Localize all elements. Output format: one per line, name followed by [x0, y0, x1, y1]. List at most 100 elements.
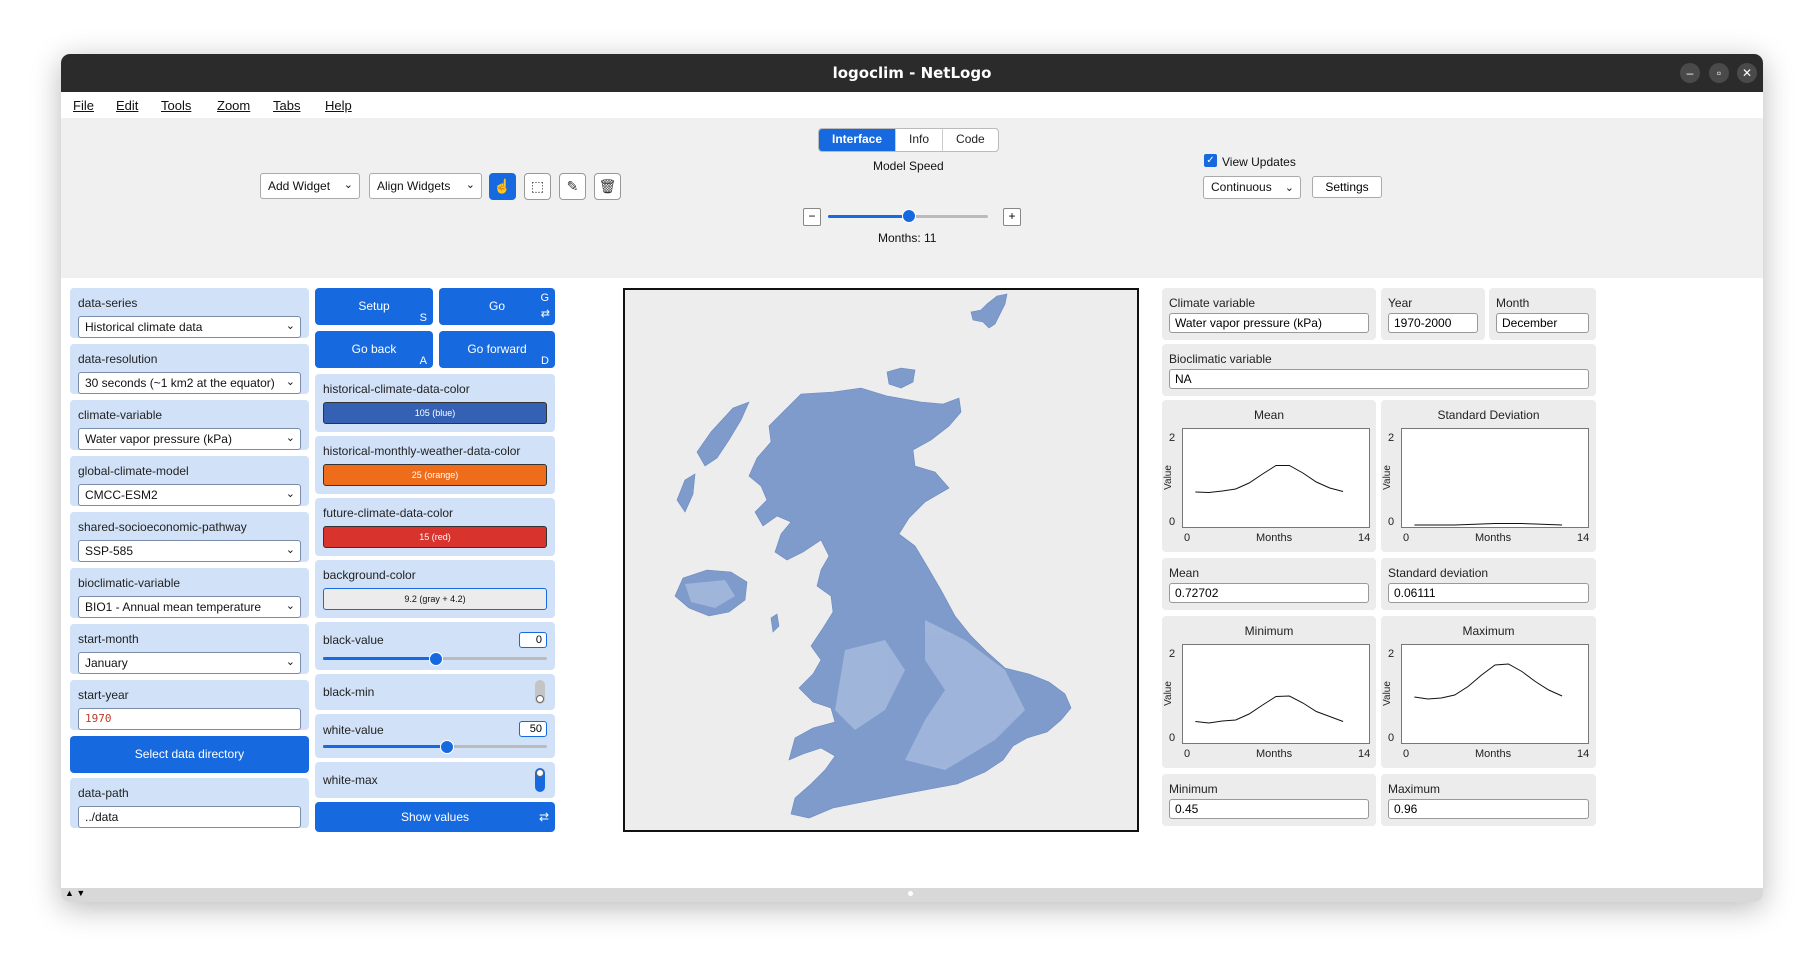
speed-slider-fill [828, 215, 908, 218]
x-tick-min: 0 [1184, 748, 1191, 760]
tab-interface[interactable]: Interface [819, 129, 897, 151]
color-swatch[interactable]: 105 (blue) [323, 402, 547, 424]
monitor-label: Mean [1169, 566, 1200, 580]
delete-trash-icon[interactable]: 🗑 [594, 173, 621, 200]
historical-climate-data-color-slider[interactable]: historical-climate-data-color 105 (blue) [315, 374, 555, 432]
speed-decrease-button[interactable]: − [803, 208, 821, 226]
menu-help[interactable]: Help [325, 98, 352, 113]
monitor-value: 0.06111 [1388, 583, 1589, 603]
tab-info[interactable]: Info [896, 129, 944, 151]
monitor-value: 1970-2000 [1388, 313, 1478, 333]
menu-tools[interactable]: Tools [161, 98, 192, 113]
black-value-slider[interactable]: black-value 0 [315, 622, 555, 670]
monitor-label: Maximum [1388, 782, 1441, 796]
chooser-value[interactable]: Water vapor pressure (kPa) ⌄ [78, 428, 301, 450]
input-label: data-path [78, 786, 129, 800]
view-updates-checkbox[interactable]: ✓ [1204, 154, 1217, 167]
world-view[interactable] [623, 288, 1139, 832]
future-climate-data-color-slider[interactable]: future-climate-data-color 15 (red) [315, 498, 555, 556]
background-color-slider[interactable]: background-color 9.2 (gray + 4.2) [315, 560, 555, 618]
black-min-switch[interactable]: black-min [315, 674, 555, 710]
update-mode-dropdown[interactable]: Continuous ⌄ [1203, 176, 1301, 199]
ssp-chooser[interactable]: shared-socioeconomic-pathway SSP-585 ⌄ [70, 512, 309, 562]
data-series-chooser[interactable]: data-series Historical climate data ⌄ [70, 288, 309, 338]
command-center-splitter[interactable]: ▲ ▼ [61, 888, 1763, 902]
tab-code[interactable]: Code [956, 132, 985, 146]
setup-button[interactable]: Setup S [315, 288, 433, 325]
mean-plot[interactable]: Mean 2 0 0 14 Months Value [1162, 400, 1376, 552]
chevron-down-icon: ⌄ [343, 179, 353, 191]
slider-value-box[interactable]: 50 [519, 721, 547, 737]
plot-title: Maximum [1462, 624, 1515, 638]
weather-data-color-slider[interactable]: historical-monthly-weather-data-color 25… [315, 436, 555, 494]
standard-deviation-plot[interactable]: Standard Deviation 2 0 0 14 Months Value [1381, 400, 1596, 552]
speed-increase-button[interactable]: + [1003, 208, 1021, 226]
go-forward-button[interactable]: Go forward D [439, 331, 555, 368]
netlogo-window: logoclim - NetLogo – ▫ ✕ File Edit Tools… [61, 54, 1763, 902]
climate-variable-chooser[interactable]: climate-variable Water vapor pressure (k… [70, 400, 309, 450]
chooser-label: data-series [78, 296, 138, 310]
go-button[interactable]: Go G ⇄ [439, 288, 555, 325]
select-icon[interactable]: ⬚ [524, 173, 551, 200]
close-icon[interactable]: ✕ [1737, 63, 1757, 83]
color-swatch[interactable]: 9.2 (gray + 4.2) [323, 588, 547, 610]
plot-background [1182, 428, 1370, 528]
switch-knob [536, 695, 544, 703]
menu-file[interactable]: File [73, 98, 94, 113]
edit-pencil-icon[interactable]: ✎ [559, 173, 586, 200]
setup-key: S [419, 312, 427, 324]
interact-hand-icon[interactable]: ☝ [489, 173, 516, 200]
show-values-button[interactable]: Show values ⇄ [315, 802, 555, 832]
color-swatch[interactable]: 25 (orange) [323, 464, 547, 486]
speed-slider-handle[interactable] [902, 209, 916, 223]
menu-zoom[interactable]: Zoom [217, 98, 251, 113]
expand-arrows-icon[interactable]: ▲ ▼ [65, 888, 86, 898]
splitter-handle-icon[interactable] [908, 891, 913, 896]
go-back-button[interactable]: Go back A [315, 331, 433, 368]
start-year-field[interactable]: 1970 [78, 708, 301, 730]
go-forward-label: Go forward [467, 342, 527, 356]
start-year-input[interactable]: start-year 1970 [70, 680, 309, 730]
plot-background [1401, 644, 1589, 744]
chevron-down-icon: ⌄ [285, 656, 295, 668]
select-data-directory-button[interactable]: Select data directory [70, 736, 309, 773]
global-climate-model-chooser[interactable]: global-climate-model CMCC-ESM2 ⌄ [70, 456, 309, 506]
align-widgets-dropdown[interactable]: Align Widgets ⌄ [369, 173, 482, 199]
minimum-plot[interactable]: Minimum 2 0 0 14 Months Value [1162, 616, 1376, 768]
data-path-input[interactable]: data-path ../data [70, 778, 309, 828]
maximum-plot[interactable]: Maximum 2 0 0 14 Months Value [1381, 616, 1596, 768]
slider-handle[interactable] [440, 740, 455, 754]
chooser-value[interactable]: BIO1 - Annual mean temperature ⌄ [78, 596, 301, 618]
switch-toggle[interactable] [535, 768, 545, 792]
slider-track[interactable] [323, 745, 547, 748]
data-path-field[interactable]: ../data [78, 806, 301, 828]
y-axis-label: Value [1381, 681, 1393, 706]
data-resolution-chooser[interactable]: data-resolution 30 seconds (~1 km2 at th… [70, 344, 309, 394]
y-tick-max: 2 [1388, 432, 1395, 444]
chooser-value[interactable]: 30 seconds (~1 km2 at the equator) ⌄ [78, 372, 301, 394]
bioclimatic-variable-chooser[interactable]: bioclimatic-variable BIO1 - Annual mean … [70, 568, 309, 618]
minimize-icon[interactable]: – [1680, 63, 1700, 83]
menu-edit[interactable]: Edit [116, 98, 139, 113]
color-swatch[interactable]: 15 (red) [323, 526, 547, 548]
slider-value-box[interactable]: 0 [519, 632, 547, 648]
go-back-key: A [419, 355, 427, 367]
menu-tabs[interactable]: Tabs [273, 98, 301, 113]
y-axis-label: Value [1162, 465, 1174, 490]
tab-bar: Interface Info Code [818, 128, 999, 152]
switch-toggle[interactable] [535, 680, 545, 704]
chooser-value[interactable]: Historical climate data ⌄ [78, 316, 301, 338]
start-month-chooser[interactable]: start-month January ⌄ [70, 624, 309, 674]
slider-handle[interactable] [429, 652, 443, 666]
chooser-value[interactable]: SSP-585 ⌄ [78, 540, 301, 562]
white-max-switch[interactable]: white-max [315, 762, 555, 798]
monitor-value: 0.45 [1169, 799, 1369, 819]
maximize-icon[interactable]: ▫ [1709, 63, 1729, 83]
monitor-label: Climate variable [1169, 296, 1256, 310]
chooser-value[interactable]: January ⌄ [78, 652, 301, 674]
add-widget-dropdown[interactable]: Add Widget ⌄ [260, 173, 360, 199]
settings-button[interactable]: Settings [1312, 176, 1382, 198]
year-monitor: Year 1970-2000 [1381, 288, 1485, 340]
chooser-value[interactable]: CMCC-ESM2 ⌄ [78, 484, 301, 506]
white-value-slider[interactable]: white-value 50 [315, 714, 555, 758]
